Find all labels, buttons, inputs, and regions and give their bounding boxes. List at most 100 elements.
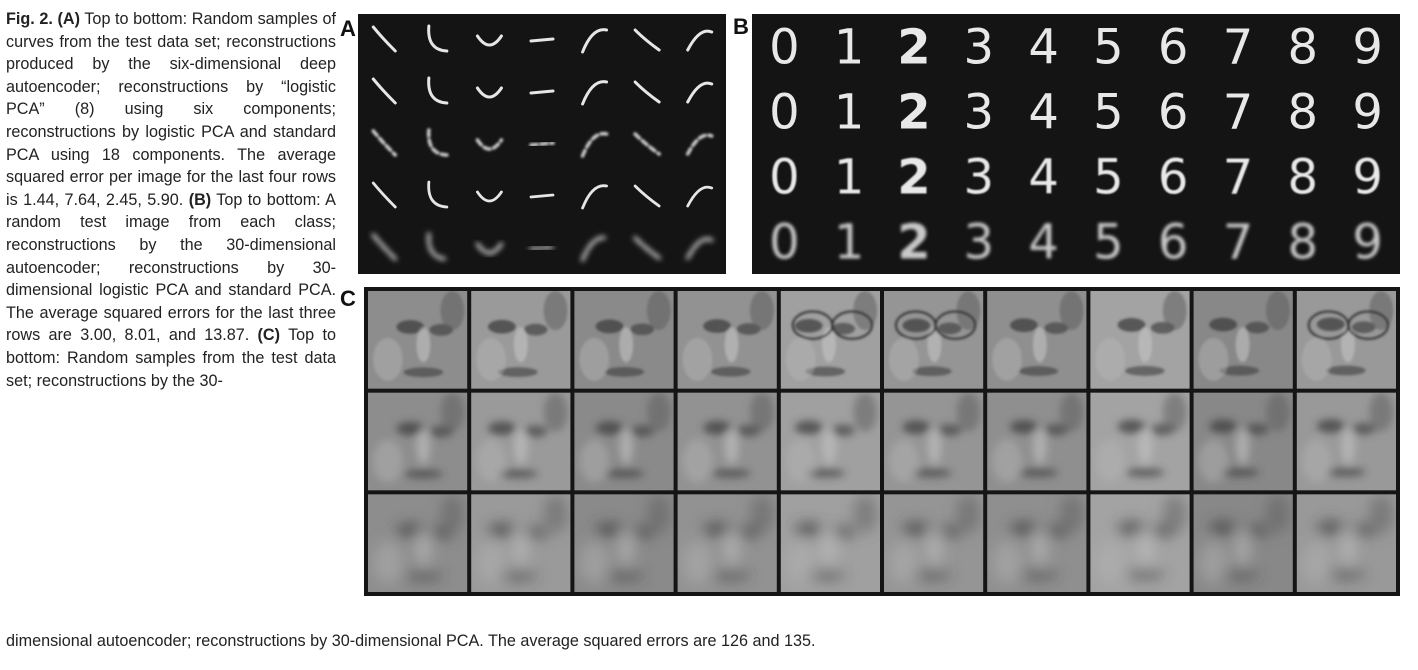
face-patch [884,494,984,592]
curve-cell [426,232,449,261]
curve-cell [475,86,503,99]
digit-glyph: 7 [1223,85,1254,141]
curve-cell [580,235,609,262]
face-patch [368,291,468,389]
panel-b-label: B [733,14,749,39]
face-patch [1193,291,1293,389]
face-patch [471,494,571,592]
curve-cell [581,80,609,106]
curve-cell [529,141,555,147]
digit-glyph: 4 [1028,150,1059,206]
digit-glyph: 0 [769,150,800,206]
face-patch [987,392,1087,491]
face-patch [780,392,880,491]
caption-c-text: Top to bottom: Random samples from the t… [6,326,336,390]
curve-cell [371,25,397,53]
digit-glyph: 5 [1093,150,1124,206]
digit-glyph: 3 [964,215,995,271]
digit-glyph: 6 [1158,150,1189,206]
faces-image [368,291,1396,592]
panel-c-faces [364,287,1400,596]
curve-cell [475,34,503,47]
face-patch [368,392,468,491]
curve-cell [475,242,504,255]
digit-glyph: 7 [1223,215,1254,271]
digit-glyph: 9 [1352,150,1383,206]
curve-cell [371,233,398,261]
curve-cell [580,131,609,158]
caption-b-text: Top to bottom: A random test image from … [6,190,336,345]
curve-cell [529,193,555,199]
face-patch [1296,392,1396,491]
face-patch [677,494,777,592]
curve-cell [633,184,661,208]
digit-glyph: 8 [1288,215,1319,271]
digit-glyph: 0 [769,215,800,271]
panel-c-label: C [340,286,356,311]
face-patch [368,494,468,592]
face-patch [884,392,984,491]
digit-glyph: 3 [964,20,995,76]
face-patch [574,291,674,389]
curve-cell [371,77,397,105]
curve-cell [371,129,398,157]
curve-cell [529,89,555,95]
curve-cell [427,76,449,105]
curve-cell [686,29,714,52]
face-patch [1090,291,1190,389]
face-patch [780,494,880,592]
digit-glyph: 5 [1093,85,1124,141]
digit-glyph: 6 [1158,215,1189,271]
curve-cell [427,180,449,209]
digit-glyph: 7 [1223,150,1254,206]
digit-glyph: 1 [834,150,865,206]
caption-tail: dimensional autoencoder; reconstructions… [6,632,816,650]
face-patch [471,392,571,491]
digit-glyph: 8 [1288,85,1319,141]
digit-glyph: 3 [964,85,995,141]
curve-cell [685,237,714,260]
figure-caption: Fig. 2. (A) Top to bottom: Random sample… [6,8,336,392]
curves-image [371,24,714,262]
digit-glyph: 2 [897,20,930,76]
digit-glyph: 1 [834,20,865,76]
curve-cell [633,80,661,104]
face-patch [574,494,674,592]
digit-glyph: 0 [769,85,800,141]
curve-cell [685,133,714,156]
curve-cell [475,138,504,151]
caption-c-label: (C) [257,326,281,345]
digit-glyph: 5 [1093,20,1124,76]
face-patch [884,291,984,389]
face-patch [987,494,1087,592]
digit-glyph: 6 [1158,20,1189,76]
digit-glyph: 1 [834,85,865,141]
face-patch [677,291,777,389]
digit-glyph: 3 [964,150,995,206]
face-patch [780,291,880,389]
digit-glyph: 4 [1028,85,1059,141]
digit-glyph: 2 [897,85,930,141]
face-patch [987,291,1087,389]
digit-glyph: 1 [834,215,865,271]
face-patch [1090,494,1190,592]
digit-glyph: 8 [1288,20,1319,76]
digit-glyph: 8 [1288,150,1319,206]
figure-label: Fig. 2. [6,10,53,28]
digit-glyph: 4 [1028,20,1059,76]
digit-glyph: 0 [769,20,800,76]
caption-a-label: (A) [57,10,81,28]
curve-cell [633,28,661,52]
face-patch [471,291,571,389]
caption-b-label: (B) [188,190,212,209]
digit-glyph: 6 [1158,85,1189,141]
digit-glyph: 2 [897,215,930,271]
panel-a-curves [358,14,726,274]
digit-glyph: 9 [1352,85,1383,141]
digit-glyph: 4 [1028,215,1059,271]
curve-cell [427,24,449,53]
digit-glyph: 9 [1352,215,1383,271]
panel-a-label: A [340,16,356,41]
curve-cell [686,81,714,104]
